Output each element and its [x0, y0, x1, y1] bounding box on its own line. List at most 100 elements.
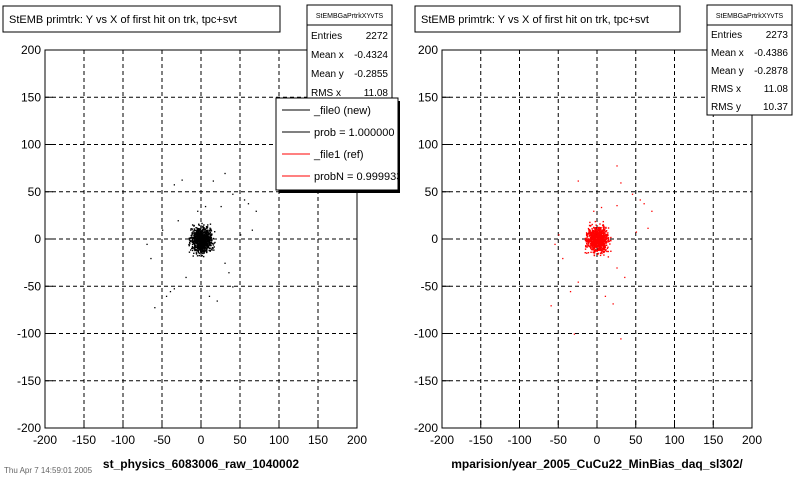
- data-point: [196, 243, 199, 245]
- data-point: [620, 182, 622, 184]
- data-point: [194, 249, 197, 252]
- data-point: [607, 250, 609, 253]
- data-point: [584, 239, 587, 242]
- data-point: [210, 244, 212, 247]
- y-tick-label: 50: [425, 185, 439, 199]
- data-point: [192, 230, 194, 232]
- data-point: [590, 234, 592, 237]
- data-point: [593, 233, 595, 235]
- y-tick-label: -200: [17, 421, 41, 435]
- data-point: [195, 239, 198, 241]
- data-point: [624, 276, 626, 279]
- data-point: [602, 220, 604, 223]
- data-point: [195, 238, 198, 240]
- data-point: [198, 235, 201, 237]
- data-point: [207, 224, 209, 226]
- data-point: [602, 232, 605, 234]
- data-point: [197, 250, 200, 252]
- data-point: [605, 230, 608, 232]
- data-point: [605, 235, 608, 238]
- data-point: [590, 233, 592, 235]
- data-point: [209, 228, 211, 231]
- data-point: [198, 232, 201, 235]
- data-point: [591, 246, 593, 249]
- data-point: [602, 250, 604, 252]
- data-point: [600, 246, 602, 249]
- data-point: [195, 233, 197, 236]
- data-point: [192, 246, 194, 249]
- data-point: [590, 241, 593, 244]
- data-point: [199, 247, 201, 250]
- data-point: [603, 235, 605, 238]
- data-point: [199, 243, 201, 245]
- data-point: [596, 236, 599, 238]
- data-point: [202, 229, 204, 231]
- data-point: [604, 249, 607, 252]
- data-point: [206, 239, 208, 241]
- data-point: [199, 244, 201, 247]
- data-point: [203, 238, 205, 241]
- data-point: [201, 235, 204, 237]
- data-point: [605, 241, 608, 244]
- data-point: [587, 251, 590, 254]
- data-point: [192, 242, 195, 245]
- data-point: [192, 236, 195, 239]
- data-point: [165, 295, 168, 297]
- data-point: [598, 229, 600, 231]
- data-point: [212, 244, 215, 246]
- data-point: [596, 240, 599, 243]
- data-point: [597, 229, 599, 231]
- data-point: [591, 227, 593, 230]
- data-point: [604, 238, 606, 241]
- data-point: [603, 251, 605, 253]
- data-point: [594, 228, 596, 230]
- data-point: [169, 290, 172, 293]
- data-point: [590, 236, 593, 238]
- data-point: [197, 245, 199, 248]
- data-point: [146, 243, 148, 246]
- data-point: [585, 244, 587, 247]
- data-point: [209, 223, 212, 225]
- data-point: [587, 244, 590, 247]
- data-point: [604, 230, 606, 232]
- chart-title: StEMB primtrk: Y vs X of first hit on tr…: [9, 14, 237, 26]
- data-point: [604, 245, 606, 247]
- y-tick-label: 150: [21, 90, 41, 104]
- data-point: [562, 257, 564, 260]
- data-point: [593, 210, 595, 212]
- data-point: [208, 249, 210, 252]
- data-point: [589, 239, 592, 242]
- data-point: [209, 235, 211, 238]
- data-point: [196, 249, 198, 251]
- data-point: [206, 235, 209, 237]
- data-point: [604, 228, 606, 231]
- data-point: [203, 244, 205, 246]
- data-point: [202, 232, 204, 235]
- data-point: [589, 230, 591, 232]
- data-point: [597, 252, 599, 255]
- data-point: [200, 251, 202, 253]
- data-point: [197, 210, 199, 212]
- data-point: [600, 241, 602, 243]
- data-point: [594, 235, 597, 238]
- data-point: [590, 247, 592, 250]
- data-point: [602, 245, 605, 247]
- data-point: [193, 242, 196, 245]
- data-point: [198, 230, 200, 232]
- data-point: [154, 307, 156, 309]
- data-point: [205, 250, 208, 252]
- data-point: [600, 251, 603, 254]
- data-point: [593, 247, 596, 250]
- stats-name: StEMBGaPrtrkXYvTS: [316, 13, 384, 20]
- data-point: [585, 232, 588, 234]
- data-point: [204, 242, 207, 244]
- data-point: [601, 242, 603, 245]
- data-point: [207, 233, 210, 236]
- x-axis-label: st_physics_6083006_raw_1040002: [103, 457, 299, 471]
- data-point: [211, 242, 214, 245]
- data-point: [207, 243, 209, 245]
- data-point: [207, 246, 209, 248]
- data-point: [198, 227, 200, 230]
- data-point: [193, 239, 196, 242]
- data-point: [603, 236, 605, 239]
